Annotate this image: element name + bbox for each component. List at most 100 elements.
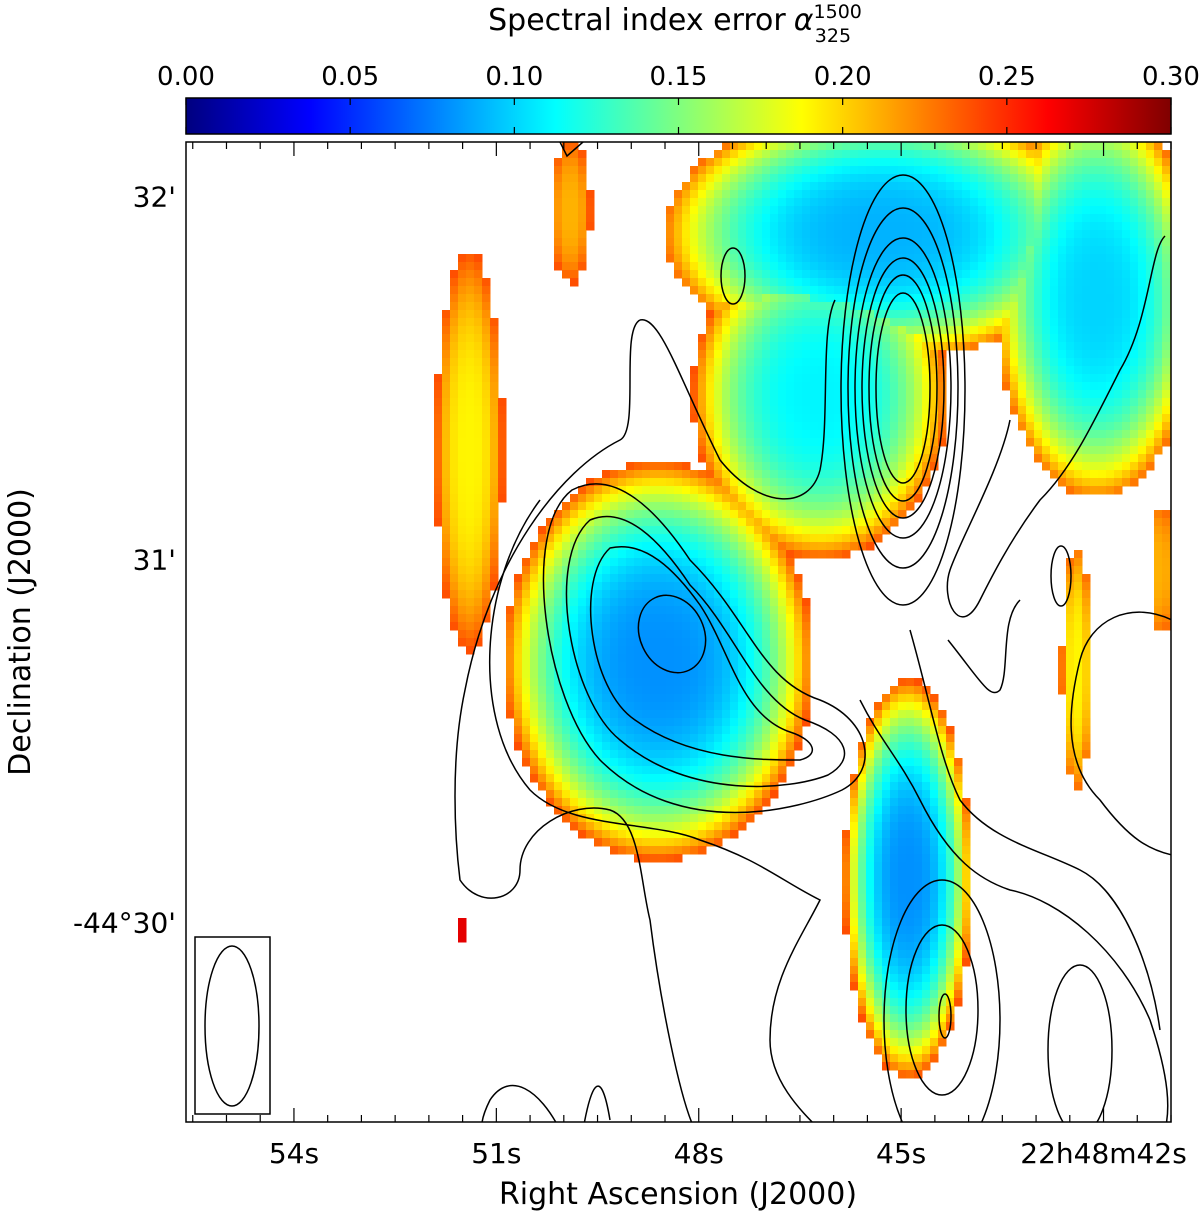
heatmap-cell (858, 798, 867, 807)
heatmap-cell (594, 630, 603, 639)
heatmap-cell (1162, 438, 1171, 447)
heatmap-cell (666, 606, 675, 615)
heatmap-cell (602, 662, 611, 671)
heatmap-cell (906, 774, 915, 783)
heatmap-cell (698, 526, 707, 535)
heatmap-cell (650, 758, 659, 767)
heatmap-cell (626, 694, 635, 703)
heatmap-cell (890, 774, 899, 783)
heatmap-cell (962, 838, 971, 847)
heatmap-cell (474, 542, 483, 551)
heatmap-cell (1066, 198, 1075, 207)
heatmap-cell (1146, 366, 1155, 375)
heatmap-cell (978, 142, 987, 151)
heatmap-cell (1034, 286, 1043, 295)
heatmap-cell (1034, 278, 1043, 287)
heatmap-cell (890, 406, 899, 415)
heatmap-cell (818, 358, 827, 367)
heatmap-cell (746, 414, 755, 423)
heatmap-cell (962, 214, 971, 223)
heatmap-cell (818, 414, 827, 423)
heatmap-cell (674, 222, 683, 231)
heatmap-cell (1098, 166, 1107, 175)
heatmap-cell (610, 590, 619, 599)
heatmap-cell (810, 286, 819, 295)
heatmap-cell (466, 270, 475, 279)
heatmap-cell (578, 214, 587, 223)
heatmap-cell (930, 214, 939, 223)
heatmap-cell (794, 262, 803, 271)
heatmap-cell (586, 638, 595, 647)
heatmap-cell (698, 662, 707, 671)
heatmap-cell (490, 414, 499, 423)
heatmap-cell (1114, 438, 1123, 447)
colorbar-superscript: 1500 (814, 1, 862, 23)
heatmap-cell (778, 590, 787, 599)
heatmap-cell (898, 374, 907, 383)
heatmap-cell (906, 446, 915, 455)
heatmap-cell (1034, 230, 1043, 239)
heatmap-cell (730, 350, 739, 359)
heatmap-cell (554, 766, 563, 775)
heatmap-cell (922, 878, 931, 887)
heatmap-cell (1154, 174, 1163, 183)
heatmap-cell (714, 710, 723, 719)
heatmap-cell (466, 310, 475, 319)
heatmap-cell (978, 214, 987, 223)
heatmap-cell (858, 422, 867, 431)
heatmap-cell (1154, 366, 1163, 375)
heatmap-cell (1026, 206, 1035, 215)
heatmap-cell (794, 422, 803, 431)
heatmap-cell (482, 598, 491, 607)
heatmap-cell (706, 750, 715, 759)
heatmap-cell (946, 830, 955, 839)
heatmap-cell (586, 590, 595, 599)
heatmap-cell (690, 406, 699, 415)
heatmap-cell (1162, 366, 1171, 375)
heatmap-cell (850, 438, 859, 447)
heatmap-cell (562, 686, 571, 695)
heatmap-cell (1154, 582, 1163, 591)
heatmap-cell (738, 734, 747, 743)
heatmap-cell (442, 510, 451, 519)
heatmap-cell (474, 606, 483, 615)
heatmap-cell (778, 342, 787, 351)
heatmap-cell (1082, 702, 1091, 711)
heatmap-cell (834, 526, 843, 535)
heatmap-cell (1026, 430, 1035, 439)
heatmap-cell (962, 830, 971, 839)
heatmap-cell (794, 462, 803, 471)
heatmap-cell (898, 398, 907, 407)
heatmap-cell (730, 374, 739, 383)
heatmap-cell (778, 390, 787, 399)
heatmap-cell (1074, 422, 1083, 431)
heatmap-cell (898, 358, 907, 367)
heatmap-cell (850, 294, 859, 303)
heatmap-cell (962, 798, 971, 807)
heatmap-cell (450, 534, 459, 543)
heatmap-cell (786, 718, 795, 727)
heatmap-cell (794, 478, 803, 487)
heatmap-cell (834, 206, 843, 215)
heatmap-cell (1002, 182, 1011, 191)
heatmap-cell (586, 502, 595, 511)
heatmap-cell (690, 374, 699, 383)
heatmap-cell (810, 518, 819, 527)
heatmap-cell (546, 678, 555, 687)
heatmap-cell (834, 214, 843, 223)
heatmap-cell (1122, 286, 1131, 295)
heatmap-cell (682, 718, 691, 727)
heatmap-cell (1162, 582, 1171, 591)
heatmap-cell (866, 326, 875, 335)
heatmap-cell (714, 270, 723, 279)
heatmap-cell (1074, 214, 1083, 223)
heatmap-cell (946, 270, 955, 279)
heatmap-cell (554, 582, 563, 591)
heatmap-cell (890, 838, 899, 847)
heatmap-cell (770, 534, 779, 543)
heatmap-cell (746, 654, 755, 663)
heatmap-cell (442, 446, 451, 455)
heatmap-cell (554, 646, 563, 655)
heatmap-cell (874, 214, 883, 223)
heatmap-cell (866, 718, 875, 727)
